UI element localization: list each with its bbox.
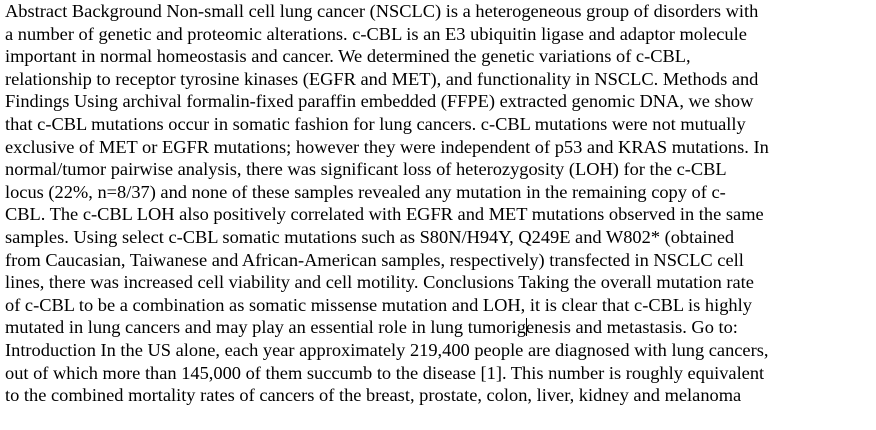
text-line-5: Findings Using archival formalin-fixed p… [5, 90, 873, 113]
text-line-12: from Caucasian, Taiwanese and African-Am… [5, 249, 873, 272]
text-line-17: out of which more than 145,000 of them s… [5, 362, 873, 385]
text-line-7: exclusive of MET or EGFR mutations; howe… [5, 136, 873, 159]
text-line-15-before-cursor: mutated in lung cancers and may play an … [5, 317, 526, 337]
text-line-11: samples. Using select c-CBL somatic muta… [5, 226, 873, 249]
text-line-3: important in normal homeostasis and canc… [5, 45, 873, 68]
text-line-18: to the combined mortality rates of cance… [5, 384, 873, 407]
text-line-14: of c-CBL to be a combination as somatic … [5, 294, 873, 317]
text-line-10: CBL. The c-CBL LOH also positively corre… [5, 203, 873, 226]
text-line-2: a number of genetic and proteomic altera… [5, 23, 873, 46]
text-line-15-after-cursor: enesis and metastasis. Go to: [526, 317, 738, 337]
text-line-6: that c-CBL mutations occur in somatic fa… [5, 113, 873, 136]
text-line-1: Abstract Background Non-small cell lung … [5, 0, 873, 23]
text-line-16: Introduction In the US alone, each year … [5, 339, 873, 362]
text-line-4: relationship to receptor tyrosine kinase… [5, 68, 873, 91]
text-line-13: lines, there was increased cell viabilit… [5, 271, 873, 294]
text-line-9: locus (22%, n=8/37) and none of these sa… [5, 181, 873, 204]
text-line-15: mutated in lung cancers and may play an … [5, 316, 873, 339]
text-line-8: normal/tumor pairwise analysis, there wa… [5, 158, 873, 181]
document-text[interactable]: Abstract Background Non-small cell lung … [5, 0, 873, 407]
